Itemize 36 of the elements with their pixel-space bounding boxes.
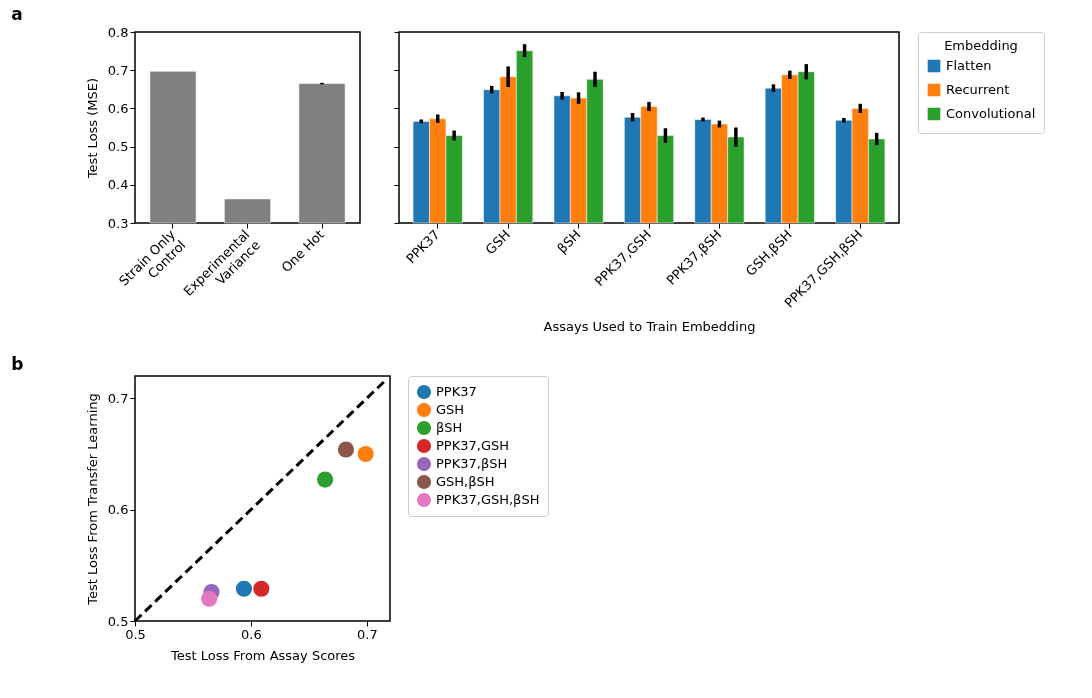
legend-label: PPK37 xyxy=(436,384,477,399)
point xyxy=(317,471,334,488)
legend-label: GSH xyxy=(436,402,465,417)
text: a xyxy=(11,4,23,24)
legend-label: PPK37,GSH,βSH xyxy=(436,492,540,507)
legend-label: Flatten xyxy=(946,58,992,73)
y-tick-label: 0.7 xyxy=(107,390,129,406)
point xyxy=(337,441,355,458)
x-axis-title: Assays Used to Train Embedding xyxy=(543,318,756,334)
x-tick-label: 0.6 xyxy=(241,626,262,642)
point xyxy=(253,580,270,597)
legend-label: Recurrent xyxy=(946,82,1010,97)
point xyxy=(235,580,253,597)
legend-label: GSH,βSH xyxy=(436,474,495,489)
y-axis-title: Test Loss From Transfer Learning xyxy=(84,393,100,606)
legend-label: βSH xyxy=(436,420,463,435)
y-tick-label: 0.5 xyxy=(107,139,129,155)
y-tick-label: 0.5 xyxy=(107,613,129,629)
y-tick-label: 0.6 xyxy=(107,502,129,518)
legend-title: Embedding xyxy=(944,38,1018,53)
legend-label: PPK37,βSH xyxy=(436,456,508,471)
y-tick-label: 0.7 xyxy=(107,62,129,78)
x-tick-label: 0.5 xyxy=(125,626,146,642)
x-tick-label: 0.7 xyxy=(356,626,378,642)
x-tick-label: One Hot xyxy=(278,226,327,276)
y-tick-label: 0.8 xyxy=(107,24,129,40)
legend-label: Convolutional xyxy=(946,106,1036,121)
y-axis-title: Test Loss (MSE) xyxy=(84,77,100,180)
y-tick-label: 0.3 xyxy=(107,215,129,231)
legend-label: PPK37,GSH xyxy=(436,438,509,453)
text: b xyxy=(11,353,24,374)
x-axis-title: Test Loss From Assay Scores xyxy=(169,647,356,663)
point xyxy=(357,445,374,462)
y-tick-label: 0.6 xyxy=(107,100,129,116)
point xyxy=(201,590,218,607)
y-tick-label: 0.4 xyxy=(107,177,129,193)
